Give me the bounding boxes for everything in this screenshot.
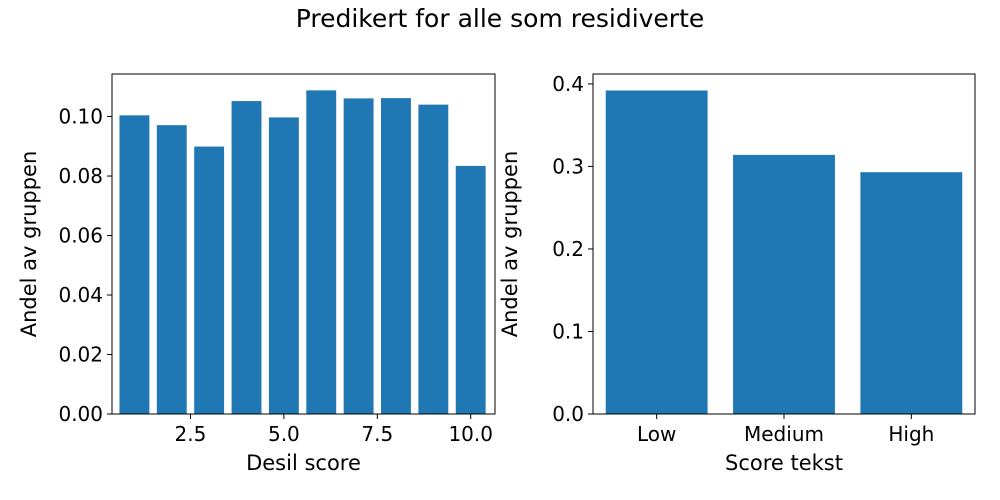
bar (455, 165, 486, 414)
axes-frame (111, 73, 496, 415)
y-axis-label: Andel av gruppen (498, 151, 522, 338)
bar (418, 104, 449, 414)
x-tick-label: High (888, 422, 934, 446)
bar (268, 117, 299, 415)
x-axis-label: Desil score (246, 451, 361, 475)
bar (343, 98, 374, 414)
x-axis-label: Score tekst (725, 451, 843, 475)
x-tick-label: 10.0 (448, 422, 493, 446)
bar (231, 101, 262, 414)
y-tick-label: 0.3 (552, 154, 584, 178)
x-tick-label: Low (637, 422, 676, 446)
y-tick-label: 0.2 (552, 237, 584, 261)
bar (194, 146, 225, 414)
bar (860, 172, 963, 414)
chart-panel-1: 0.00 0.02 0.04 0.06 0.08 0.10 2.5 5.0 7.5 10.0 Des… (17, 73, 496, 475)
chart-panel-2: 0.0 0.1 0.2 0.3 0.4 Low Medium High Score tekst A… (498, 72, 976, 475)
y-tick-label: 0.0 (552, 402, 584, 426)
bar (306, 90, 337, 414)
y-tick-label: 0.04 (58, 283, 103, 307)
x-tick-label: 5.0 (268, 422, 300, 446)
bar (156, 125, 187, 414)
y-tick-label: 0.4 (552, 72, 584, 96)
y-tick-label: 0.10 (58, 105, 103, 129)
bar (119, 115, 150, 415)
y-axis-label: Andel av gruppen (17, 151, 41, 338)
x-tick-label: Medium (744, 422, 824, 446)
y-tick-label: 0.02 (58, 343, 103, 367)
x-tick-label: 7.5 (361, 422, 393, 446)
bar (605, 90, 708, 414)
bar (381, 98, 411, 415)
y-tick-label: 0.08 (58, 164, 103, 188)
figure-title: Predikert for alle som residiverte (295, 4, 705, 33)
x-tick-label: 2.5 (175, 422, 207, 446)
y-tick-label: 0.06 (58, 224, 103, 248)
y-tick-label: 0.00 (58, 402, 103, 426)
y-tick-label: 0.1 (552, 319, 584, 343)
bar (733, 154, 835, 414)
